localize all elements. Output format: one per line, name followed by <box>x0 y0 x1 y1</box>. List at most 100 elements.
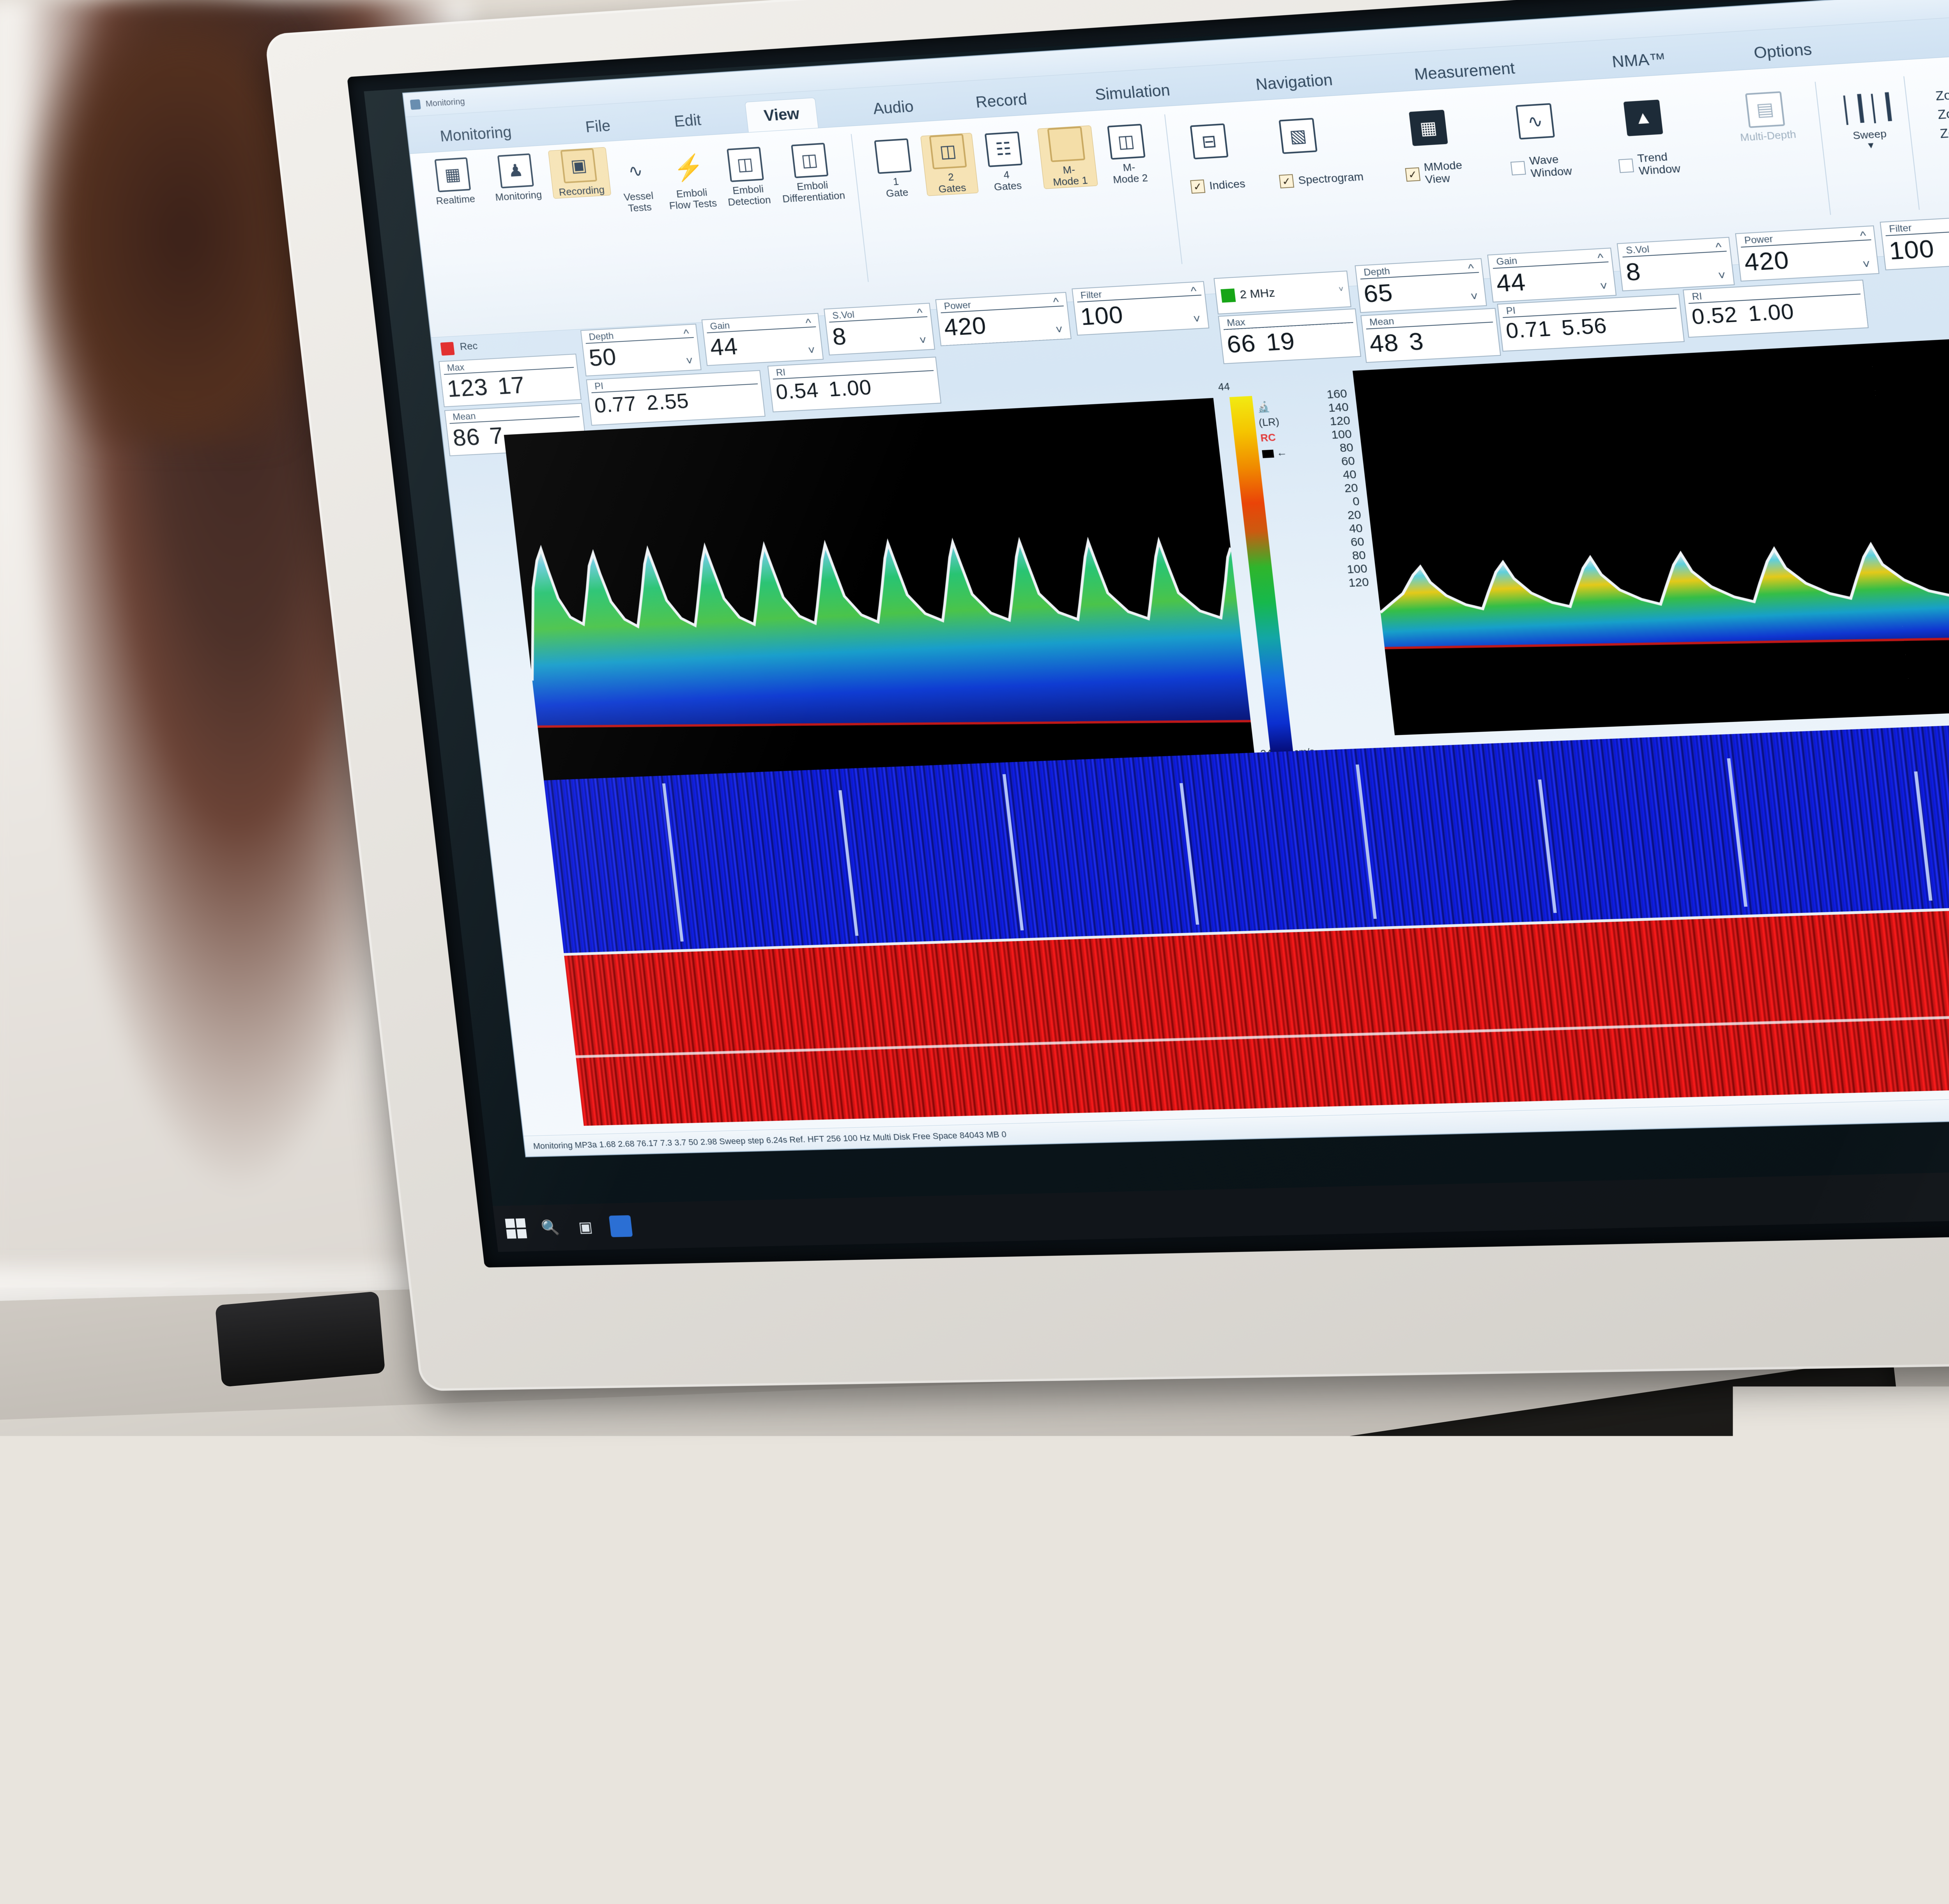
key-f1[interactable] <box>354 1596 401 1636</box>
key-alt-right[interactable] <box>834 1741 881 1782</box>
key-0[interactable] <box>785 1575 832 1616</box>
app-icon[interactable] <box>410 99 421 110</box>
key-e[interactable]: E <box>434 1670 481 1711</box>
key-1[interactable] <box>351 1639 398 1680</box>
key-win[interactable] <box>393 1807 440 1847</box>
gate1-power-field[interactable]: Power 420 ^ ˅ <box>935 292 1072 346</box>
key-8[interactable] <box>688 1589 736 1630</box>
key-f2[interactable] <box>402 1589 449 1629</box>
ribbon-button-emboli-detection[interactable]: ◫ Emboli Detection <box>717 146 776 209</box>
key-2[interactable] <box>399 1632 446 1673</box>
key-t[interactable]: T <box>531 1656 578 1697</box>
checkbox-indices[interactable]: ✓ Indices <box>1190 177 1246 194</box>
spectrogram-panel-gate1[interactable] <box>504 398 1254 780</box>
key-backslash[interactable] <box>916 1595 993 1640</box>
key-fn[interactable] <box>883 1734 930 1775</box>
ribbon-button-1-gate[interactable]: 1 Gate <box>865 138 923 200</box>
gate1-svol-field[interactable]: S.Vol 8 ^ ˅ <box>824 303 935 356</box>
key-f12[interactable] <box>884 1517 932 1558</box>
key-bracket-right[interactable] <box>868 1606 915 1647</box>
key-ctrl-left[interactable] <box>345 1814 393 1854</box>
key-f5[interactable] <box>547 1567 594 1608</box>
key-l[interactable]: L <box>736 1669 783 1710</box>
gate1-depth-field[interactable]: Depth 50 ^ ˅ <box>580 324 702 376</box>
tab-record[interactable]: Record <box>957 83 1046 119</box>
key-n[interactable]: N <box>635 1727 682 1768</box>
gate1-gain-field[interactable]: Gain 44 ^ ˅ <box>702 313 824 366</box>
key-slash[interactable] <box>828 1699 875 1739</box>
gate2-probe-combobox[interactable]: 2 MHz ˅ <box>1213 271 1351 314</box>
key-backspace[interactable] <box>930 1550 1007 1594</box>
app-taskbar-icon[interactable] <box>609 1215 633 1237</box>
task-view-icon[interactable]: ▣ <box>573 1216 597 1238</box>
gate2-max-field[interactable]: Max 66 19 <box>1218 308 1361 364</box>
gate2-mean-field[interactable]: Mean 48 3 <box>1360 308 1501 363</box>
key-w[interactable]: W <box>386 1678 433 1718</box>
key-y[interactable]: Y <box>579 1649 626 1690</box>
tab-audio[interactable]: Audio <box>854 90 932 125</box>
key-f9[interactable] <box>740 1539 787 1579</box>
gate1-pi-field[interactable]: PI 0.77 2.55 <box>586 370 766 426</box>
ribbon-button-emboli-differentiation[interactable]: ◫ Emboli Differentiation <box>775 142 847 205</box>
key-minus[interactable] <box>833 1568 880 1609</box>
key-i[interactable]: I <box>675 1635 722 1676</box>
tab-nma[interactable]: NMA™ <box>1592 42 1686 79</box>
key-f8[interactable] <box>692 1546 739 1586</box>
mmode-panel[interactable] <box>544 711 1949 1125</box>
gate1-max-field[interactable]: Max 123 17 <box>439 354 581 407</box>
key-6[interactable] <box>592 1604 639 1644</box>
ribbon-button-2-gates[interactable]: ◫ 2 Gates <box>920 133 979 196</box>
gate1-filter-field[interactable]: Filter 100 ^ ˅ <box>1072 281 1209 336</box>
key-k[interactable]: K <box>688 1676 735 1717</box>
key-g[interactable]: G <box>543 1698 590 1738</box>
key-p[interactable]: P <box>772 1621 819 1661</box>
checkbox-mmode-view[interactable]: ✓ MMode View <box>1404 159 1464 187</box>
tab-edit[interactable]: Edit <box>656 104 720 138</box>
key-esc[interactable] <box>306 1603 353 1643</box>
tab-file[interactable]: File <box>567 110 629 143</box>
key-f7[interactable] <box>643 1553 690 1593</box>
key-5[interactable] <box>544 1611 591 1651</box>
search-icon[interactable]: 🔍 <box>538 1217 562 1239</box>
key-period[interactable] <box>779 1706 826 1747</box>
ribbon-button-vessel-tests[interactable]: ∿ Vessel Tests <box>610 153 663 215</box>
ribbon-button-emboli-flow-tests[interactable]: ⚡ Emboli Flow Tests <box>661 150 720 212</box>
key-r[interactable]: R <box>483 1663 530 1704</box>
gate2-depth-field[interactable]: Depth 65 ^ ˅ <box>1355 258 1487 313</box>
key-caps[interactable]: A <box>320 1726 397 1771</box>
key-tab[interactable]: Q <box>308 1685 385 1729</box>
checkbox-trend-window[interactable]: ✓ Trend Window <box>1618 150 1681 179</box>
key-enter[interactable] <box>881 1639 989 1688</box>
gate2-filter-field[interactable]: Filter 100 ^˅ <box>1880 214 1949 270</box>
checkbox-spectrogram[interactable]: ✓ Spectrogram <box>1279 170 1364 188</box>
gate2-power-field[interactable]: Power 420 ^ ˅ <box>1735 225 1879 281</box>
key-f3[interactable] <box>451 1581 498 1622</box>
key-u[interactable]: U <box>627 1642 674 1683</box>
key-j[interactable]: J <box>640 1683 687 1724</box>
gate2-svol-field[interactable]: S.Vol 8 ^ ˅ <box>1617 237 1735 292</box>
key-tilde[interactable] <box>303 1646 350 1687</box>
key-9[interactable] <box>737 1582 784 1623</box>
key-delete[interactable] <box>932 1510 980 1551</box>
key-f11[interactable] <box>836 1524 883 1565</box>
gate2-pi-field[interactable]: PI 0.71 5.56 <box>1497 294 1685 352</box>
key-ctrl-right[interactable] <box>930 1727 978 1768</box>
key-h[interactable]: H <box>591 1691 638 1731</box>
key-s[interactable]: S <box>398 1719 446 1760</box>
key-o[interactable]: O <box>723 1628 771 1668</box>
spectrogram-panel-gate2[interactable] <box>1353 322 1949 735</box>
gate2-gain-field[interactable]: Gain 44 ^ ˅ <box>1487 248 1617 303</box>
key-alt-left[interactable] <box>442 1800 489 1840</box>
key-bracket-left[interactable] <box>820 1614 867 1654</box>
gate2-ri-field[interactable]: RI 0.52 1.00 <box>1683 280 1869 338</box>
checkbox-wave-window[interactable]: ✓ Wave Window <box>1510 153 1572 181</box>
chevron-down-icon[interactable]: ˅ <box>1338 285 1344 294</box>
key-f6[interactable] <box>595 1560 642 1601</box>
key-semicolon[interactable] <box>784 1662 831 1702</box>
key-f4[interactable] <box>499 1574 546 1615</box>
key-quote[interactable] <box>832 1655 879 1695</box>
ribbon-button-sweep[interactable]: │┃│┃ Sweep ▼ <box>1833 89 1903 152</box>
ribbon-button-recording[interactable]: ▣ Recording <box>548 147 611 199</box>
ribbon-button-4-gates[interactable]: ☷ 4 Gates <box>976 131 1034 194</box>
key-7[interactable] <box>640 1597 688 1637</box>
